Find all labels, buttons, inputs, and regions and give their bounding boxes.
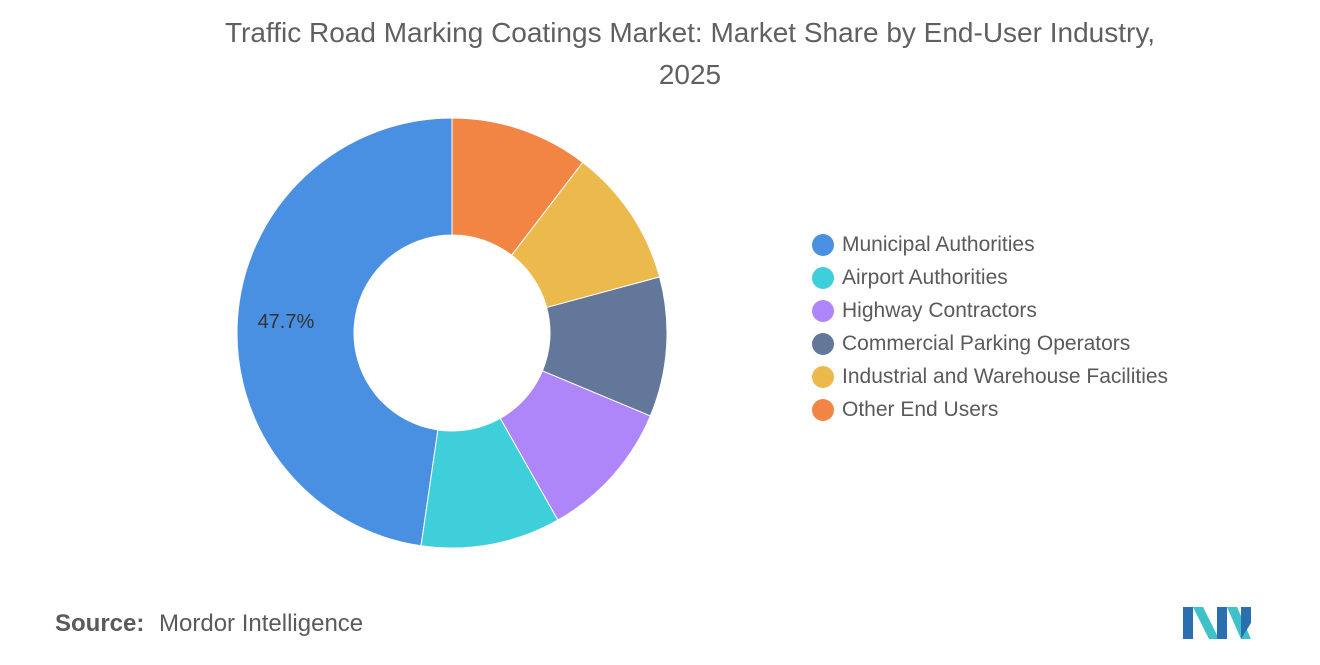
legend-item-airport-authorities: Airport Authorities [812, 261, 1168, 294]
legend-label-municipal-authorities: Municipal Authorities [842, 232, 1035, 256]
chart-legend: Municipal Authorities Airport Authorities… [812, 228, 1168, 426]
legend-swatch-industrial-and-warehouse-facilities [812, 365, 834, 388]
logo-left-diagonal [1193, 607, 1219, 639]
legend-label-industrial-and-warehouse-facilities: Industrial and Warehouse Facilities [842, 364, 1169, 388]
legend-item-municipal-authorities: Municipal Authorities [812, 228, 1168, 261]
legend-item-industrial-and-warehouse-facilities: Industrial and Warehouse Facilities [812, 360, 1168, 393]
chart-title: Traffic Road Marking Coatings Market: Ma… [60, 12, 1320, 96]
legend-label-highway-contractors: Highway Contractors [842, 298, 1037, 322]
legend-swatch-airport-authorities [812, 266, 834, 289]
donut-slice-other-end-users [451, 117, 584, 256]
legend-item-other-end-users: Other End Users [812, 393, 1168, 426]
source-note: Source: Mordor Intelligence [55, 610, 363, 638]
chart-title-line-2: 2025 [658, 59, 722, 90]
source-value: Mordor Intelligence [159, 610, 364, 637]
mordor-intelligence-logo [1183, 607, 1251, 639]
logo-left-stroke [1183, 607, 1193, 639]
legend-swatch-commercial-parking-operators [812, 332, 834, 355]
legend-label-airport-authorities: Airport Authorities [842, 265, 1008, 289]
chart-title-line-1: Traffic Road Marking Coatings Market: Ma… [224, 17, 1156, 48]
legend-swatch-other-end-users [812, 398, 834, 421]
legend-item-highway-contractors: Highway Contractors [812, 294, 1168, 327]
legend-swatch-highway-contractors [812, 299, 834, 322]
donut-slice-municipal-authorities [236, 117, 453, 547]
legend-swatch-municipal-authorities [812, 233, 834, 256]
logo-mid-stroke [1217, 607, 1227, 639]
legend-label-commercial-parking-operators: Commercial Parking Operators [842, 331, 1131, 355]
legend-label-other-end-users: Other End Users [842, 397, 999, 421]
legend-item-commercial-parking-operators: Commercial Parking Operators [812, 327, 1168, 360]
data-label-municipal-authorities: 47.7% [258, 311, 315, 333]
source-key: Source: [55, 610, 145, 637]
logo-right-stroke [1241, 607, 1251, 639]
